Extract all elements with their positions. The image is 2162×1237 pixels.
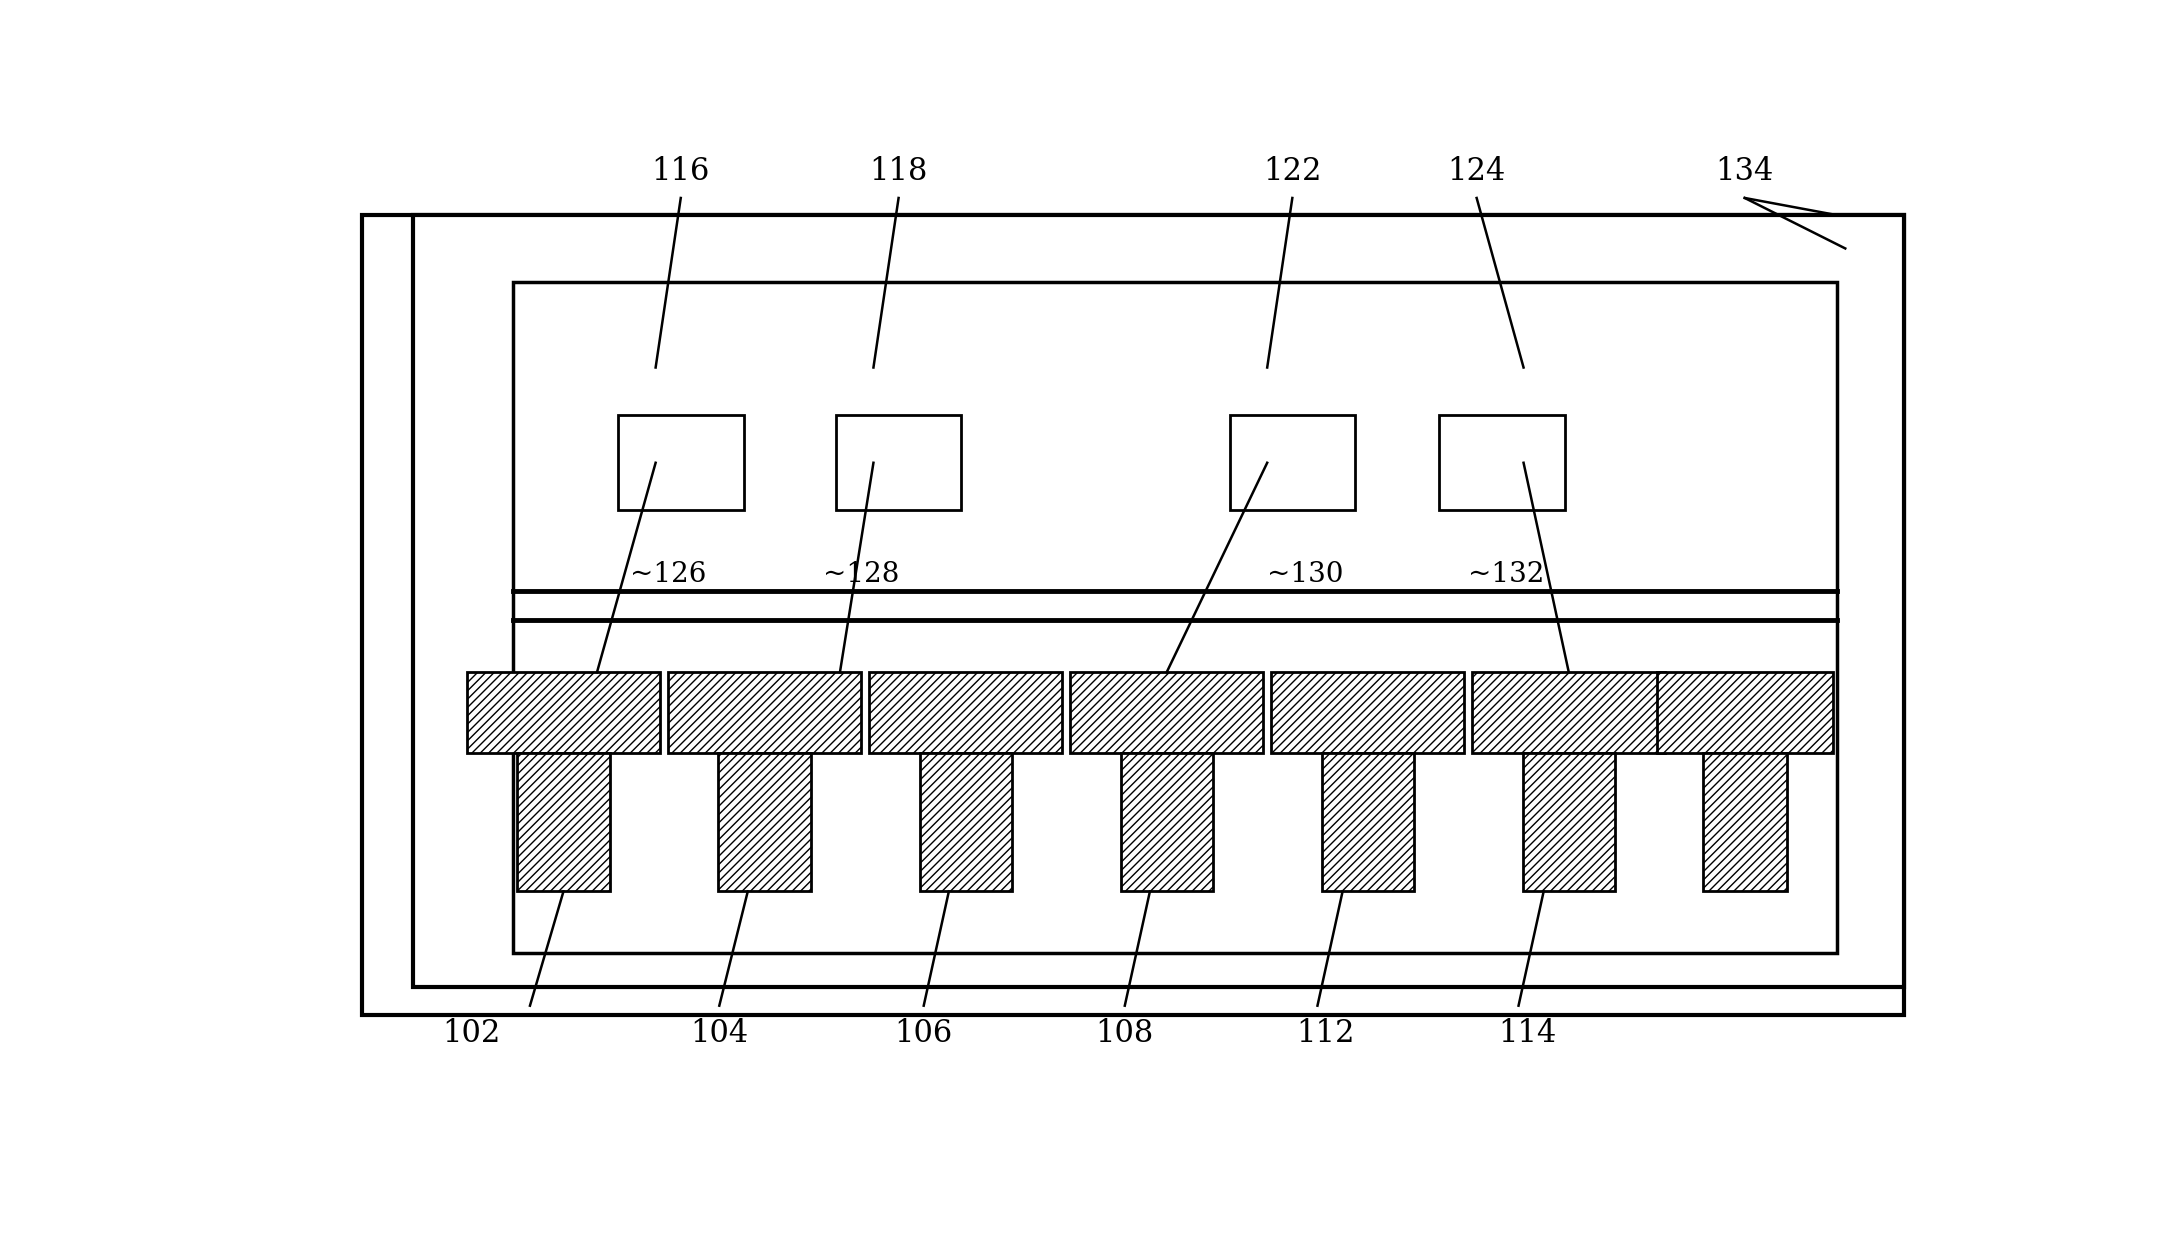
Bar bbox=[919, 753, 1012, 892]
Bar bbox=[618, 416, 744, 511]
Text: 118: 118 bbox=[869, 156, 927, 187]
Bar bbox=[869, 673, 1062, 753]
Bar bbox=[413, 215, 1905, 987]
Text: 114: 114 bbox=[1498, 1018, 1557, 1049]
Bar bbox=[467, 673, 659, 753]
Text: 106: 106 bbox=[895, 1018, 953, 1049]
Text: ~130: ~130 bbox=[1267, 562, 1345, 589]
Text: 102: 102 bbox=[441, 1018, 502, 1049]
Text: 116: 116 bbox=[651, 156, 709, 187]
Bar bbox=[1120, 753, 1213, 892]
Bar bbox=[837, 416, 962, 511]
Bar bbox=[1704, 753, 1786, 892]
Text: 124: 124 bbox=[1449, 156, 1505, 187]
Text: 122: 122 bbox=[1263, 156, 1321, 187]
Bar bbox=[512, 282, 1838, 954]
Text: 134: 134 bbox=[1717, 156, 1773, 187]
Bar bbox=[517, 753, 610, 892]
Bar bbox=[1271, 673, 1464, 753]
Text: ~126: ~126 bbox=[631, 562, 707, 589]
Bar bbox=[1321, 753, 1414, 892]
Bar bbox=[718, 753, 811, 892]
Bar bbox=[1656, 673, 1833, 753]
Bar bbox=[1230, 416, 1356, 511]
Bar bbox=[1472, 673, 1665, 753]
Bar bbox=[1070, 673, 1263, 753]
Bar bbox=[363, 215, 1905, 1016]
Text: 108: 108 bbox=[1096, 1018, 1155, 1049]
Bar bbox=[668, 673, 860, 753]
Text: 112: 112 bbox=[1297, 1018, 1356, 1049]
Bar bbox=[1522, 753, 1615, 892]
Text: 104: 104 bbox=[690, 1018, 748, 1049]
Text: ~132: ~132 bbox=[1468, 562, 1544, 589]
Bar bbox=[1440, 416, 1565, 511]
Text: ~128: ~128 bbox=[824, 562, 899, 589]
